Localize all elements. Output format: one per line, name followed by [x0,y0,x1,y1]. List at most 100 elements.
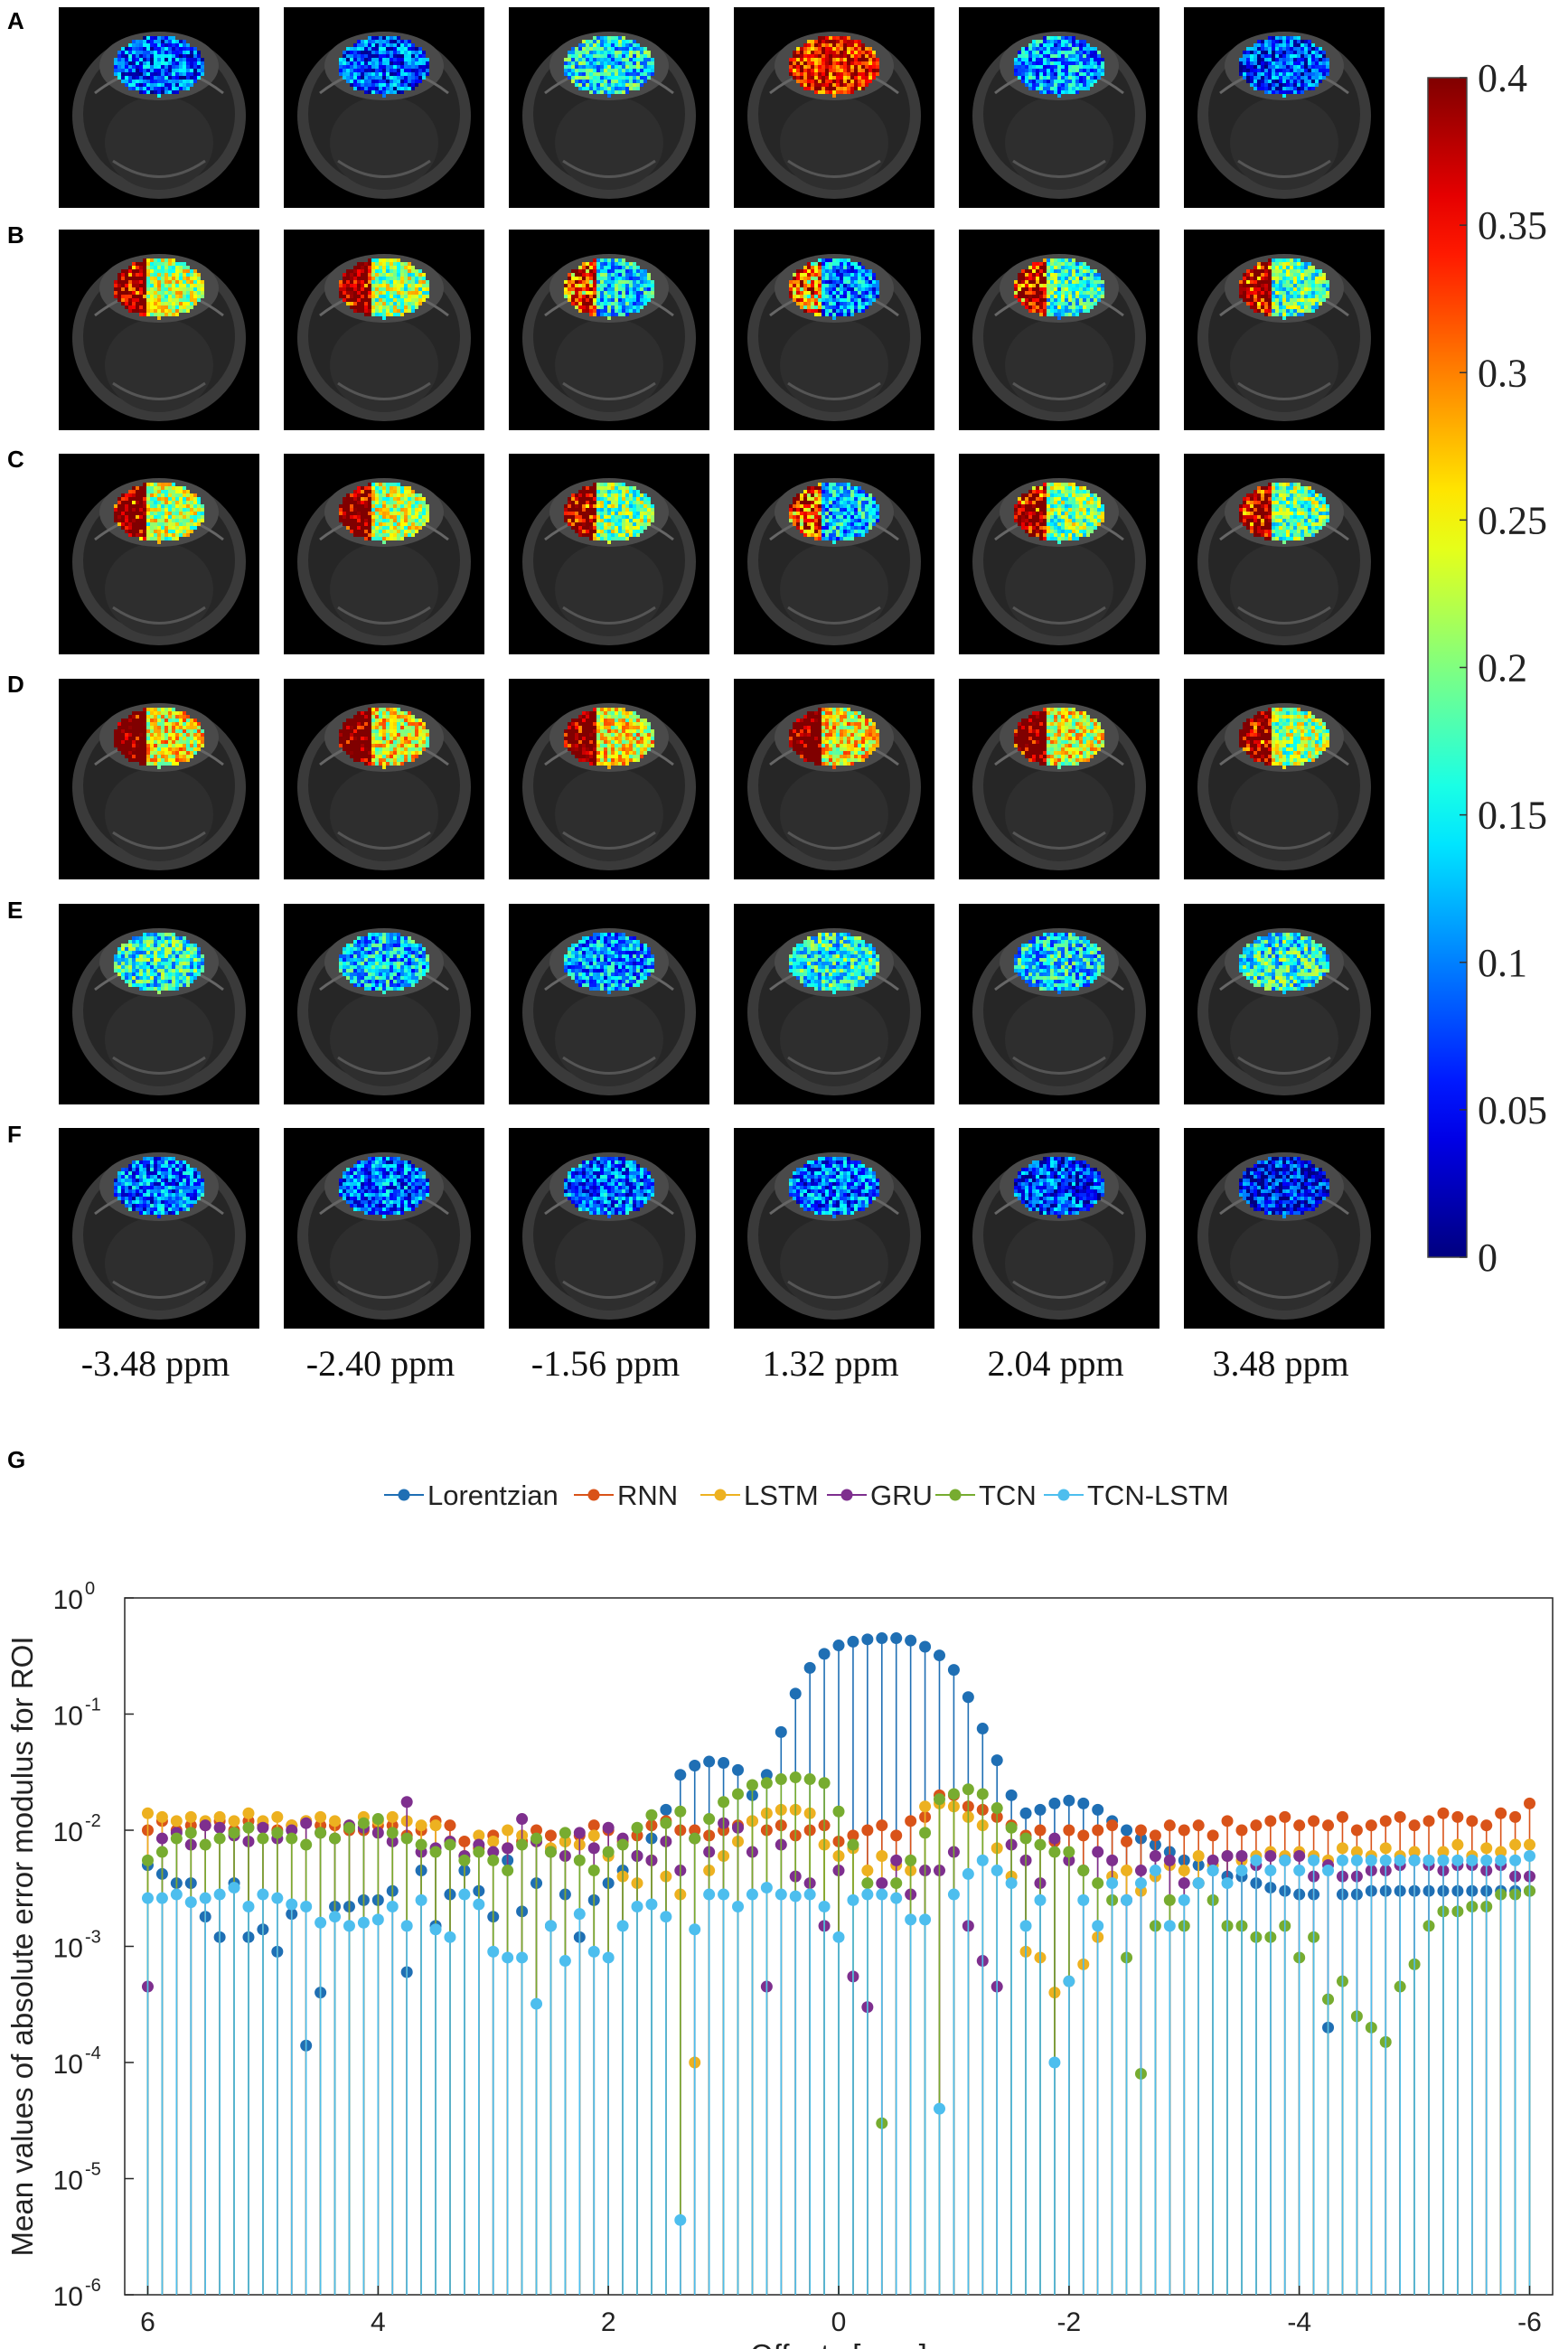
stem-marker [905,1815,917,1828]
stem-marker [516,1951,529,1964]
stem-marker [1509,1854,1522,1866]
stem-marker [1207,1865,1219,1877]
error-map-e-3 [509,904,709,1104]
panel-label-g: G [7,1446,26,1473]
stem-marker [315,1810,327,1823]
x-tick-label: -2 [1056,2307,1081,2337]
stem-marker [746,1888,758,1901]
stem-marker [473,1829,485,1842]
stem-marker [300,1817,313,1829]
error-map-image [959,904,1160,1104]
stem-marker [170,1832,183,1845]
stem-marker [991,1865,1003,1877]
stem-marker [1480,1842,1493,1855]
stem-marker [1524,1850,1536,1863]
stem-marker [890,1632,903,1645]
stem-marker [947,1664,960,1677]
stem-marker [487,1835,500,1847]
stem-marker [1336,1810,1348,1823]
stem-marker [631,1900,643,1912]
stem-marker [386,1827,399,1839]
stem-marker [1121,1865,1133,1877]
x-tick-label: 4 [371,2307,386,2337]
stem-marker [861,1877,874,1890]
stem-marker [1350,1854,1363,1866]
stem-marker [847,1838,859,1851]
stem-marker [559,1827,571,1839]
stem-marker [1221,1877,1234,1890]
stem-marker [141,1892,154,1904]
stem-marker [315,1916,327,1929]
error-map-a-1 [59,7,259,208]
stem-marker [587,1819,600,1832]
panel-label-d: D [7,671,24,698]
stem-marker [1466,1815,1479,1828]
error-map-image [59,454,259,654]
stem-marker [1437,1854,1450,1866]
stem-marker [573,1827,586,1839]
stem-marker [1250,1819,1263,1832]
error-map-b-6 [1184,230,1385,430]
stem-marker [530,1997,543,2010]
stem-marker [890,1829,903,1842]
stem-marker [1106,1854,1119,1866]
stem-marker [703,1813,716,1826]
stem-marker [1207,1854,1219,1866]
stem-marker [1509,1838,1522,1851]
stem-marker [516,1813,529,1826]
stem-marker [228,1882,240,1894]
stem-marker [257,1821,269,1834]
error-map-image [284,904,484,1104]
stem-marker [415,1893,427,1906]
legend-item: LSTM [700,1480,819,1511]
stem-marker [775,1725,787,1738]
stem-marker [1178,1877,1190,1890]
stem-marker [1077,1797,1090,1809]
stem-marker [1134,1877,1147,1890]
stem-marker [343,1920,355,1932]
stem-marker [631,1821,643,1834]
error-map-d-5 [959,679,1160,879]
stem-marker [371,1913,384,1926]
stem-marker [1121,1824,1133,1837]
stem-marker [1379,1815,1392,1828]
offset-label-1: -3.48 ppm [80,1343,230,1384]
stem-marker [847,1893,859,1906]
x-tick-label: -6 [1517,2307,1542,2337]
stem-marker [760,1769,773,1781]
error-map-e-4 [734,904,934,1104]
stem-marker [141,1807,154,1819]
panel-label-a: A [7,7,24,34]
stem-marker [1235,1824,1248,1837]
stem-marker [832,1640,845,1652]
colorbar: 0 0.05 0.1 0.15 0.2 0.25 0.3 0.35 0.4 [1427,63,1547,1274]
legend-item: TCN [935,1480,1037,1511]
stem-marker [458,1835,471,1847]
legend-label: GRU [870,1480,933,1511]
panel-label-c: C [7,446,24,473]
stem-marker [1524,1838,1536,1851]
stem-marker [1077,1865,1090,1877]
stem-marker [703,1888,716,1901]
stem-marker [1408,1819,1421,1832]
stem-marker [329,1911,342,1923]
stem-marker [890,1892,903,1904]
error-map-e-6 [1184,904,1385,1104]
stem-marker [286,1832,298,1845]
x-tick-label: -4 [1287,2307,1311,2337]
stem-marker [861,1865,874,1877]
error-map-b-5 [959,230,1160,430]
stem-marker [329,1832,342,1845]
stem-marker [732,1763,745,1776]
stem-marker [1063,1824,1075,1837]
error-map-d-6 [1184,679,1385,879]
stem-marker [876,1819,888,1832]
stem-marker [1264,1850,1277,1863]
y-tick-exponent: -2 [85,1811,101,1831]
stem-marker [1408,1854,1421,1866]
stem-marker [1163,1854,1176,1866]
stem-marker [1092,1920,1104,1932]
stem-marker [587,1829,600,1842]
stem-marker [444,1931,456,1943]
stem-marker [1149,1865,1161,1877]
